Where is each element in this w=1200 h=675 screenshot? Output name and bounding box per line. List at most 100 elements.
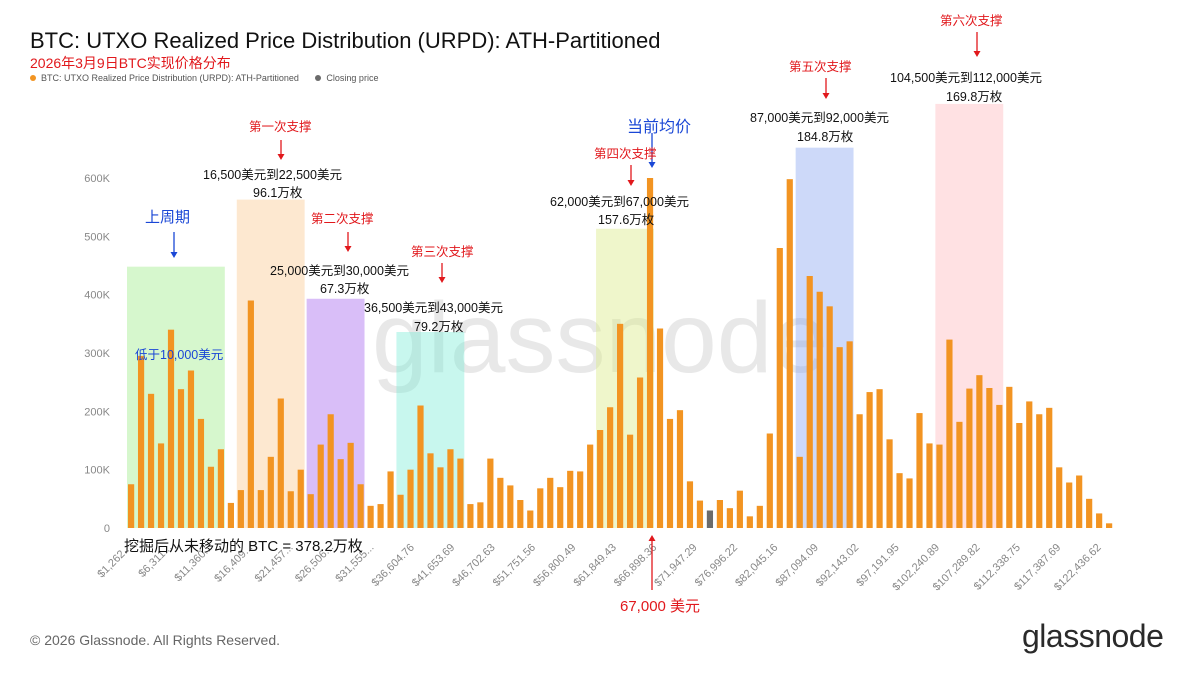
urpd-bar[interactable] — [507, 485, 514, 528]
urpd-bar[interactable] — [527, 510, 534, 529]
urpd-bar[interactable] — [457, 458, 464, 528]
urpd-bar[interactable] — [377, 504, 384, 528]
urpd-bar[interactable] — [237, 490, 244, 528]
urpd-bar[interactable] — [1096, 513, 1103, 528]
closing-price-bar[interactable] — [706, 510, 714, 529]
urpd-bar[interactable] — [347, 442, 354, 528]
urpd-bar[interactable] — [397, 494, 404, 528]
urpd-bar[interactable] — [906, 478, 913, 528]
urpd-bar[interactable] — [227, 502, 234, 528]
urpd-bar[interactable] — [1046, 407, 1053, 528]
urpd-bar[interactable] — [128, 484, 135, 528]
urpd-bar[interactable] — [1006, 386, 1013, 528]
urpd-bar[interactable] — [357, 484, 364, 528]
legend-item-urpd[interactable]: BTC: UTXO Realized Price Distribution (U… — [30, 73, 299, 83]
urpd-bar[interactable] — [786, 179, 793, 528]
urpd-bar[interactable] — [447, 449, 454, 528]
urpd-bar[interactable] — [207, 466, 215, 528]
urpd-bar[interactable] — [946, 339, 953, 528]
urpd-bar[interactable] — [986, 388, 993, 528]
urpd-bar[interactable] — [876, 389, 883, 528]
urpd-bar[interactable] — [776, 248, 783, 528]
urpd-bar[interactable] — [1066, 482, 1073, 529]
urpd-bar[interactable] — [337, 459, 344, 528]
urpd-bar[interactable] — [487, 458, 494, 528]
urpd-bar[interactable] — [1086, 498, 1093, 528]
urpd-bar[interactable] — [646, 178, 654, 528]
urpd-bar[interactable] — [936, 444, 943, 528]
urpd-bar[interactable] — [996, 404, 1003, 528]
urpd-bar[interactable] — [297, 469, 304, 528]
urpd-bar[interactable] — [617, 323, 624, 528]
urpd-bar[interactable] — [1106, 523, 1113, 528]
urpd-bar[interactable] — [427, 453, 434, 528]
urpd-bar[interactable] — [896, 473, 903, 528]
urpd-bar[interactable] — [317, 444, 324, 528]
urpd-bar[interactable] — [826, 306, 833, 528]
urpd-bar[interactable] — [1056, 467, 1063, 528]
urpd-bar[interactable] — [547, 477, 554, 528]
urpd-bar[interactable] — [157, 443, 165, 528]
urpd-bar[interactable] — [267, 456, 274, 528]
urpd-bar[interactable] — [1016, 423, 1023, 528]
urpd-bar[interactable] — [1036, 414, 1043, 528]
urpd-bar[interactable] — [437, 467, 444, 528]
urpd-bar[interactable] — [287, 491, 294, 528]
urpd-bar[interactable] — [926, 443, 933, 528]
urpd-bar[interactable] — [537, 488, 544, 528]
urpd-bar[interactable] — [766, 433, 773, 529]
urpd-bar[interactable] — [856, 414, 863, 528]
urpd-bar[interactable] — [197, 418, 205, 528]
urpd-bar[interactable] — [167, 329, 175, 528]
urpd-bar[interactable] — [557, 487, 564, 528]
urpd-bar[interactable] — [367, 505, 374, 528]
urpd-bar[interactable] — [916, 413, 923, 528]
urpd-bar[interactable] — [247, 300, 254, 529]
urpd-bar[interactable] — [587, 444, 594, 528]
urpd-bar[interactable] — [676, 410, 684, 528]
urpd-bar[interactable] — [187, 370, 195, 529]
urpd-bar[interactable] — [577, 471, 584, 528]
urpd-bar[interactable] — [976, 375, 983, 528]
urpd-bar[interactable] — [886, 439, 893, 528]
urpd-bar[interactable] — [636, 377, 644, 529]
urpd-bar[interactable] — [517, 500, 524, 528]
urpd-bar[interactable] — [816, 291, 823, 528]
urpd-bar[interactable] — [686, 481, 694, 528]
urpd-bar[interactable] — [836, 347, 843, 528]
urpd-bar[interactable] — [796, 456, 803, 528]
urpd-bar[interactable] — [177, 389, 185, 528]
urpd-bar[interactable] — [387, 471, 394, 528]
urpd-bar[interactable] — [307, 494, 314, 528]
urpd-bar[interactable] — [417, 405, 424, 529]
urpd-bar[interactable] — [147, 393, 155, 528]
urpd-bar[interactable] — [866, 392, 873, 528]
urpd-bar[interactable] — [716, 500, 723, 528]
urpd-bar[interactable] — [597, 430, 604, 528]
urpd-bar[interactable] — [656, 328, 664, 529]
urpd-bar[interactable] — [666, 418, 674, 528]
legend-item-closing[interactable]: Closing price — [315, 73, 378, 83]
urpd-bar[interactable] — [696, 500, 704, 528]
urpd-bar[interactable] — [217, 449, 225, 528]
urpd-bar[interactable] — [257, 490, 264, 528]
urpd-bar[interactable] — [327, 414, 334, 528]
urpd-bar[interactable] — [1026, 401, 1033, 528]
urpd-bar[interactable] — [846, 341, 853, 528]
urpd-bar[interactable] — [467, 504, 474, 528]
urpd-bar[interactable] — [726, 508, 733, 528]
urpd-bar[interactable] — [956, 421, 963, 528]
urpd-bar[interactable] — [497, 477, 504, 528]
urpd-bar[interactable] — [966, 388, 973, 528]
urpd-bar[interactable] — [477, 502, 484, 528]
urpd-bar[interactable] — [756, 505, 763, 528]
urpd-bar[interactable] — [626, 434, 634, 528]
urpd-bar[interactable] — [1076, 475, 1083, 529]
urpd-bar[interactable] — [736, 490, 743, 528]
urpd-bar[interactable] — [137, 355, 145, 528]
urpd-bar[interactable] — [567, 470, 574, 528]
urpd-bar[interactable] — [607, 407, 614, 528]
urpd-bar[interactable] — [277, 398, 284, 529]
urpd-bar[interactable] — [407, 469, 414, 528]
urpd-bar[interactable] — [746, 516, 753, 528]
